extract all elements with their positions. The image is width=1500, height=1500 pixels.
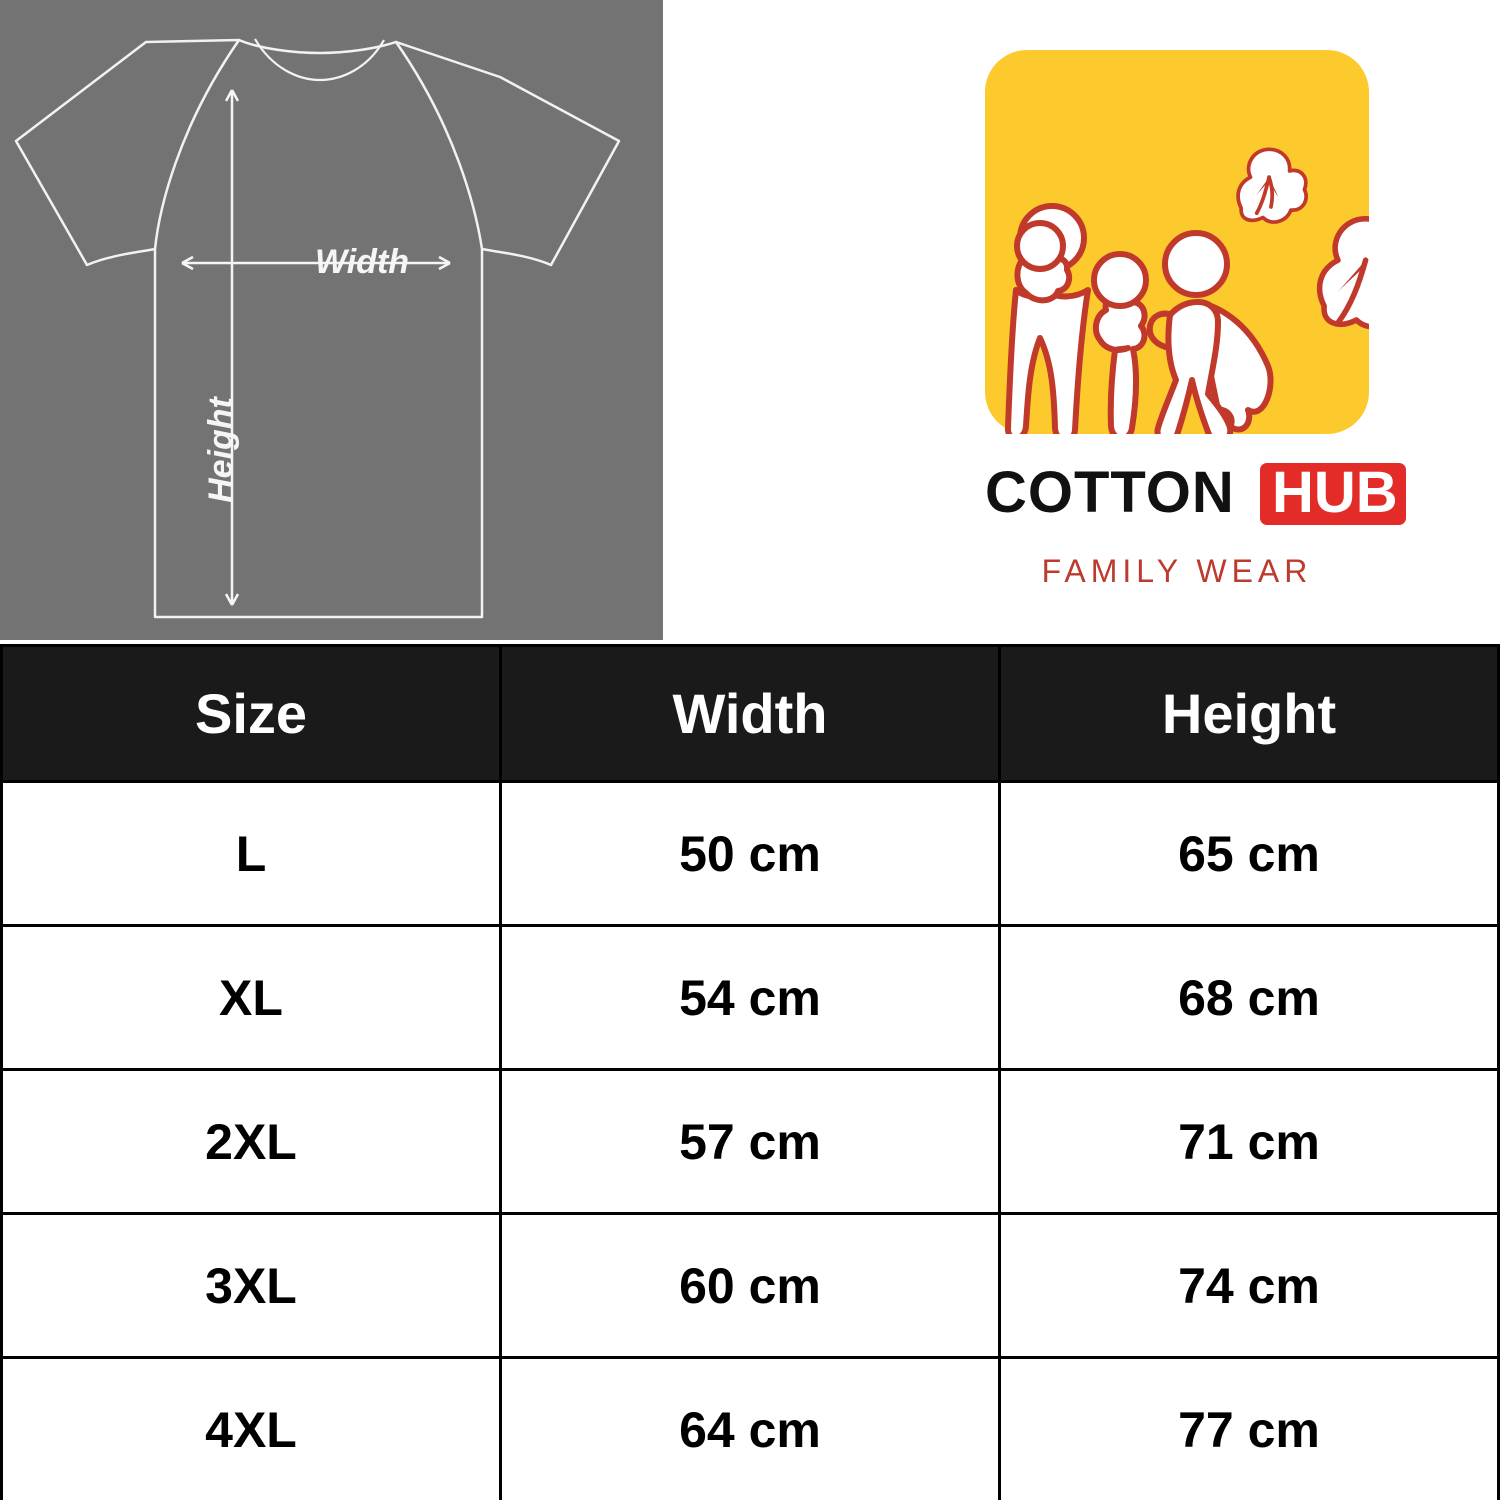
svg-text:Width: Width (315, 243, 409, 281)
svg-text:Height: Height (202, 395, 240, 502)
